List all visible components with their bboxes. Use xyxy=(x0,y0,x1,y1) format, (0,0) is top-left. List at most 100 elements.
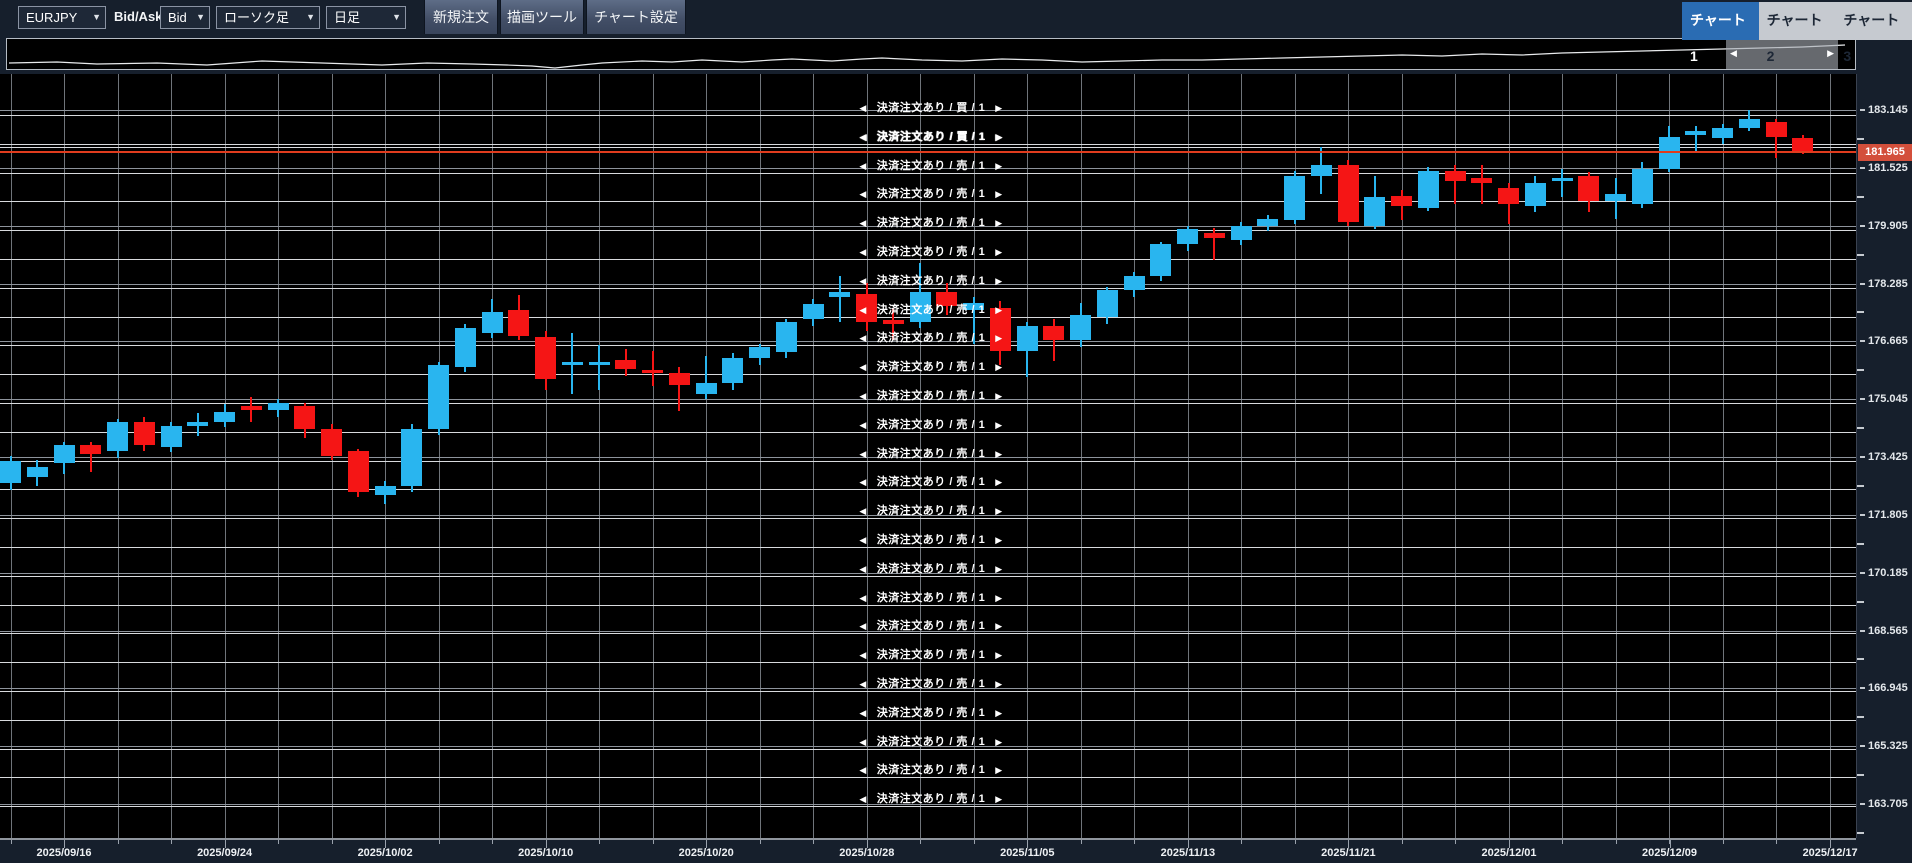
order-scroll-right-icon[interactable]: ▶ xyxy=(995,419,1003,430)
order-label[interactable]: ◀ 決済注文あり / 売 / 1 ▶ xyxy=(849,589,1012,605)
order-scroll-left-icon[interactable]: ◀ xyxy=(859,765,867,776)
date-axis-tick xyxy=(920,840,921,844)
tab-chart3[interactable]: チャート3 xyxy=(1835,2,1912,64)
order-scroll-left-icon[interactable]: ◀ xyxy=(859,448,867,459)
order-scroll-left-icon[interactable]: ◀ xyxy=(859,736,867,747)
order-scroll-left-icon[interactable]: ◀ xyxy=(859,477,867,488)
navigator-scroll-right-icon[interactable]: ▶ xyxy=(1827,48,1834,58)
order-scroll-left-icon[interactable]: ◀ xyxy=(859,679,867,689)
order-scroll-right-icon[interactable]: ▶ xyxy=(995,333,1003,344)
order-scroll-right-icon[interactable]: ▶ xyxy=(995,218,1003,229)
order-scroll-right-icon[interactable]: ▶ xyxy=(995,506,1003,517)
order-label[interactable]: ◀ 決済注文あり / 買 / 1 ▶ xyxy=(849,99,1012,115)
order-scroll-left-icon[interactable]: ◀ xyxy=(859,391,867,401)
tab-chart2[interactable]: チャート2 xyxy=(1758,2,1836,64)
order-scroll-right-icon[interactable]: ▶ xyxy=(995,621,1003,632)
order-scroll-right-icon[interactable]: ▶ xyxy=(995,477,1003,488)
tab-chart1[interactable]: チャート1 xyxy=(1682,2,1759,64)
order-line xyxy=(0,633,1856,635)
order-label[interactable]: ◀ 決済注文あり / 売 / 1 ▶ xyxy=(849,560,1012,576)
order-label[interactable]: ◀ 決済注文あり / 売 / 1 ▶ xyxy=(849,675,1012,691)
symbol-select[interactable]: EURJPY ▼ xyxy=(18,6,106,29)
order-label[interactable]: ◀ 決済注文あり / 売 / 1 ▶ xyxy=(849,329,1012,345)
order-label[interactable]: ◀ 決済注文あり / 売 / 1 ▶ xyxy=(849,301,1012,317)
order-label[interactable]: ◀ 決済注文あり / 売 / 1 ▶ xyxy=(849,617,1012,633)
order-label[interactable]: ◀ 決済注文あり / 売 / 1 ▶ xyxy=(849,387,1012,403)
order-line xyxy=(0,146,1856,148)
order-label[interactable]: ◀ 決済注文あり / 売 / 1 ▶ xyxy=(849,214,1012,230)
candle-body xyxy=(856,293,877,323)
order-label[interactable]: ◀ 決済注文あり / 売 / 1 ▶ xyxy=(849,358,1012,374)
order-scroll-right-icon[interactable]: ▶ xyxy=(995,304,1003,315)
order-scroll-left-icon[interactable]: ◀ xyxy=(859,794,867,805)
order-scroll-right-icon[interactable]: ▶ xyxy=(995,275,1003,286)
new-order-button[interactable]: 新規注文 xyxy=(424,0,498,34)
order-scroll-right-icon[interactable]: ▶ xyxy=(995,563,1003,574)
order-label[interactable]: ◀ 決済注文あり / 売 / 1 ▶ xyxy=(849,416,1012,432)
order-scroll-right-icon[interactable]: ▶ xyxy=(995,103,1003,113)
order-scroll-right-icon[interactable]: ▶ xyxy=(995,131,1003,142)
order-scroll-left-icon[interactable]: ◀ xyxy=(859,592,867,603)
timeframe-select[interactable]: 日足 ▼ xyxy=(326,6,406,29)
chart-type-select[interactable]: ローソク足 ▼ xyxy=(216,6,320,29)
order-scroll-left-icon[interactable]: ◀ xyxy=(859,650,867,661)
order-scroll-right-icon[interactable]: ▶ xyxy=(995,391,1003,401)
bid-select[interactable]: Bid ▼ xyxy=(160,6,210,29)
order-scroll-left-icon[interactable]: ◀ xyxy=(859,419,867,430)
order-scroll-right-icon[interactable]: ▶ xyxy=(995,448,1003,459)
order-scroll-left-icon[interactable]: ◀ xyxy=(859,160,867,171)
order-label[interactable]: ◀ 決済注文あり / 売 / 1 ▶ xyxy=(849,761,1012,777)
order-label[interactable]: ◀ 決済注文あり / 売 / 1 ▶ xyxy=(849,704,1012,720)
order-scroll-right-icon[interactable]: ▶ xyxy=(995,736,1003,747)
order-scroll-left-icon[interactable]: ◀ xyxy=(859,535,867,545)
order-scroll-right-icon[interactable]: ▶ xyxy=(995,707,1003,718)
order-scroll-right-icon[interactable]: ▶ xyxy=(995,247,1003,257)
order-scroll-right-icon[interactable]: ▶ xyxy=(995,679,1003,689)
order-label[interactable]: ◀ 決済注文あり / 売 / 1 ▶ xyxy=(849,272,1012,288)
order-label[interactable]: ◀ 決済注文あり / 売 / 1 ▶ xyxy=(849,531,1012,547)
order-scroll-right-icon[interactable]: ▶ xyxy=(995,189,1003,200)
order-scroll-right-icon[interactable]: ▶ xyxy=(995,535,1003,545)
order-scroll-right-icon[interactable]: ▶ xyxy=(995,592,1003,603)
order-scroll-left-icon[interactable]: ◀ xyxy=(859,275,867,286)
order-label[interactable]: ◀ 決済注文あり / 売 / 1 ▶ xyxy=(849,445,1012,461)
order-scroll-right-icon[interactable]: ▶ xyxy=(995,650,1003,661)
order-scroll-left-icon[interactable]: ◀ xyxy=(859,304,867,315)
order-scroll-left-icon[interactable]: ◀ xyxy=(859,707,867,718)
order-label[interactable]: ◀ 決済注文あり / 売 / 1 ▶ xyxy=(849,473,1012,489)
order-label[interactable]: ◀ 決済注文あり / 売 / 1 ▶ xyxy=(849,646,1012,662)
order-scroll-right-icon[interactable]: ▶ xyxy=(995,794,1003,805)
order-label[interactable]: ◀ 決済注文あり / 売 / 1 ▶ xyxy=(849,157,1012,173)
order-scroll-left-icon[interactable]: ◀ xyxy=(859,362,867,373)
order-label[interactable]: ◀ 決済注文あり / 売 / 1 ▶ xyxy=(849,185,1012,201)
order-label[interactable]: ◀ 決済注文あり / 買 / 1 ▶ xyxy=(849,128,1012,144)
drawing-tools-button[interactable]: 描画ツール xyxy=(500,0,584,34)
candle-body xyxy=(1444,170,1466,182)
price-chart[interactable]: ◀ 決済注文あり / 買 / 1 ▶ ◀ 決済注文あり / 買 / 1 ▶ ◀ 決済注文あり … xyxy=(0,74,1856,838)
order-scroll-left-icon[interactable]: ◀ xyxy=(859,333,867,344)
order-label[interactable]: ◀ 決済注文あり / 売 / 1 ▶ xyxy=(849,733,1012,749)
order-scroll-left-icon[interactable]: ◀ xyxy=(859,189,867,200)
order-label[interactable]: ◀ 決済注文あり / 売 / 1 ▶ xyxy=(849,243,1012,259)
order-label[interactable]: ◀ 決済注文あり / 売 / 1 ▶ xyxy=(849,790,1012,806)
navigator-strip[interactable]: ◀ ▶ xyxy=(6,38,1856,70)
order-scroll-left-icon[interactable]: ◀ xyxy=(859,103,867,113)
order-scroll-right-icon[interactable]: ▶ xyxy=(995,765,1003,776)
price-axis-tick xyxy=(1857,774,1864,776)
order-scroll-right-icon[interactable]: ▶ xyxy=(995,362,1003,373)
navigator-scroll-left-icon[interactable]: ◀ xyxy=(1730,48,1737,58)
price-axis[interactable]: 181.965 183.145 181.525 179.905 178.285 176.… xyxy=(1856,74,1912,838)
order-scroll-right-icon[interactable]: ▶ xyxy=(995,160,1003,171)
order-scroll-left-icon[interactable]: ◀ xyxy=(859,247,867,257)
order-scroll-left-icon[interactable]: ◀ xyxy=(859,563,867,574)
navigator-selection-window[interactable]: ◀ ▶ xyxy=(1726,39,1838,69)
order-label[interactable]: ◀ 決済注文あり / 売 / 1 ▶ xyxy=(849,502,1012,518)
order-scroll-left-icon[interactable]: ◀ xyxy=(859,218,867,229)
chart-settings-button[interactable]: チャート設定 xyxy=(586,0,686,34)
date-axis-label: 2025/11/21 xyxy=(1321,847,1376,859)
order-scroll-left-icon[interactable]: ◀ xyxy=(859,621,867,632)
price-axis-label: 168.565 xyxy=(1868,624,1908,637)
order-scroll-left-icon[interactable]: ◀ xyxy=(859,131,867,142)
date-axis[interactable]: 2025/09/16 2025/09/24 2025/10/02 2025/10/10… xyxy=(0,838,1912,863)
order-scroll-left-icon[interactable]: ◀ xyxy=(859,506,867,517)
